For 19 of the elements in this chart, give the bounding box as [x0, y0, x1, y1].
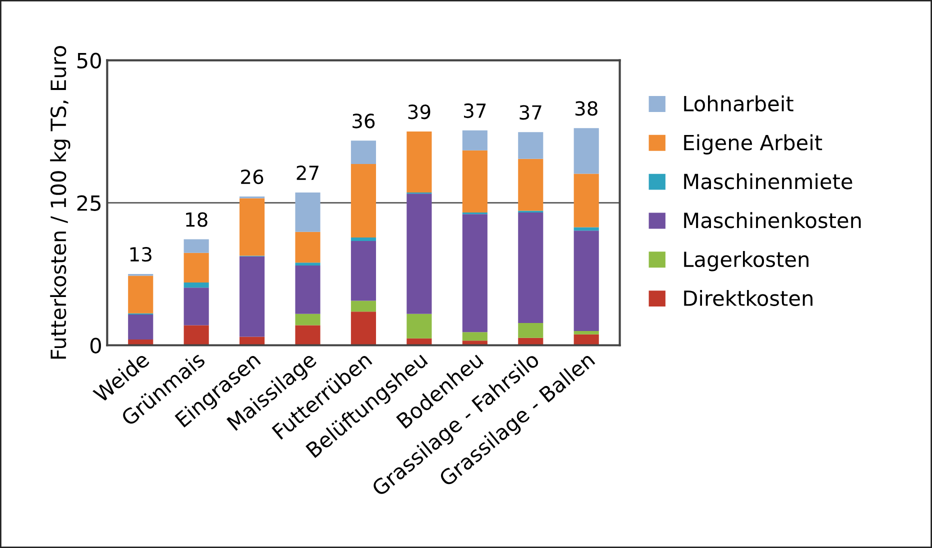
y-tick-label: 0: [90, 338, 101, 354]
total-label: 37: [464, 103, 486, 118]
legend-label: Maschinenkosten: [684, 212, 861, 228]
legend-label: Direktkosten: [684, 290, 812, 306]
legend-label: Maschinenmiete: [684, 173, 852, 190]
total-label: 38: [575, 101, 598, 116]
y-tick-label: 25: [77, 195, 100, 211]
legend-label: Lohnarbeit: [684, 95, 794, 112]
legend-label: Eigene Arbeit: [684, 134, 822, 154]
total-label: 39: [408, 104, 430, 120]
legend-label: Lagerkosten: [684, 251, 808, 272]
y-axis-title: Futterkosten / 100 kg TS, Euro: [50, 46, 70, 359]
total-label: 13: [130, 246, 152, 262]
total-label: 26: [241, 169, 264, 184]
total-label: 37: [520, 105, 542, 120]
total-label: 27: [296, 165, 318, 180]
y-tick-label: 50: [77, 52, 101, 68]
total-label: 36: [352, 114, 375, 128]
total-label: 18: [186, 212, 208, 227]
